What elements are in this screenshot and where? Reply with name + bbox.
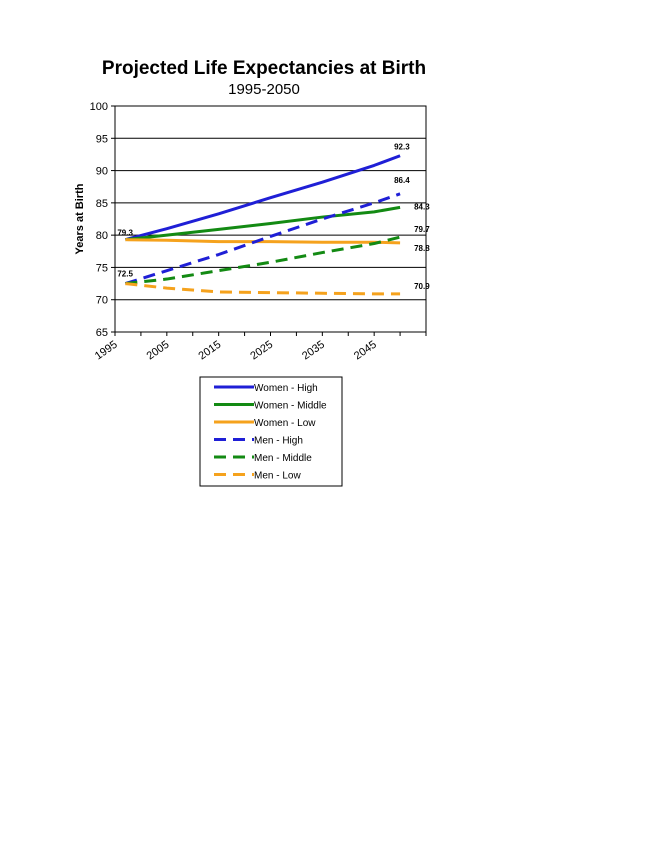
y-tick-label: 65 bbox=[96, 327, 108, 339]
legend-entry-label: Women - High bbox=[254, 383, 318, 394]
series-line-women-middle bbox=[125, 205, 401, 242]
data-label: 92.3 bbox=[394, 143, 410, 152]
series-line-men-high bbox=[124, 192, 401, 286]
legend: Women - High Women - Middle Women - Low Men… bbox=[199, 376, 343, 487]
legend-entry-label: Men - High bbox=[254, 436, 303, 447]
legend-entry-label: Men - Low bbox=[254, 471, 301, 482]
x-tick-label: 2045 bbox=[352, 339, 379, 363]
y-tick-label: 80 bbox=[96, 230, 108, 242]
chart-subtitle: 1995-2050 bbox=[228, 81, 300, 98]
x-tick-label: 2025 bbox=[248, 339, 275, 363]
data-label: 84.3 bbox=[414, 202, 430, 211]
y-tick-label: 70 bbox=[96, 295, 108, 307]
plot-area: 65 70 75 80 85 90 95 100 1995 2005 2015 2025 2035 20… bbox=[90, 101, 431, 363]
data-label: 78.8 bbox=[414, 244, 430, 253]
y-tick-label: 100 bbox=[90, 101, 108, 113]
series-line-men-middle bbox=[125, 235, 401, 286]
chart-title: Projected Life Expectancies at Birth bbox=[102, 58, 426, 79]
legend-frame bbox=[199, 376, 343, 487]
y-axis: 65 70 75 80 85 90 95 100 bbox=[90, 101, 115, 339]
y-axis-title: Years at Birth bbox=[74, 183, 86, 254]
y-tick-label: 95 bbox=[96, 133, 108, 145]
x-tick-label: 1995 bbox=[93, 339, 120, 363]
series-line-men-low bbox=[125, 282, 401, 296]
data-label: 79.3 bbox=[117, 229, 133, 238]
legend-entry-label: Women - Low bbox=[254, 418, 316, 429]
data-label: 79.7 bbox=[414, 225, 430, 234]
y-tick-label: 75 bbox=[96, 262, 108, 274]
y-tick-label: 90 bbox=[96, 166, 108, 178]
x-tick-label: 2005 bbox=[145, 339, 172, 363]
x-tick-label: 2035 bbox=[300, 339, 327, 363]
legend-entry-label: Men - Middle bbox=[254, 453, 312, 464]
series-lines bbox=[124, 154, 401, 296]
plot-frame bbox=[114, 105, 427, 333]
data-label: 72.5 bbox=[117, 270, 133, 279]
series-line-women-high bbox=[124, 154, 401, 242]
data-labels: 79.3 72.5 92.3 86.4 84.3 79.7 78.8 70.9 bbox=[117, 143, 430, 291]
legend-entry-label: Women - Middle bbox=[254, 401, 327, 412]
data-label: 70.9 bbox=[414, 282, 430, 291]
data-label: 86.4 bbox=[394, 176, 410, 185]
x-tick-label: 2015 bbox=[196, 339, 223, 363]
x-axis: 1995 2005 2015 2025 2035 2045 bbox=[93, 332, 427, 363]
y-tick-label: 85 bbox=[96, 198, 108, 210]
